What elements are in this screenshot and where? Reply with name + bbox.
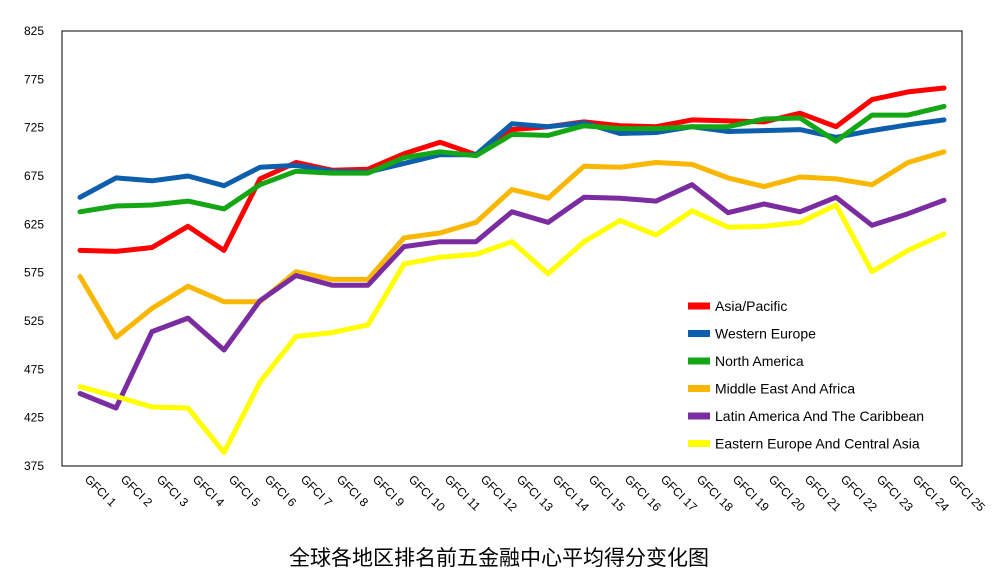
legend-label: Latin America And The Caribbean (715, 408, 924, 424)
x-tick-label: GFCI 25 (946, 472, 988, 514)
x-tick-label: GFCI 2 (118, 472, 155, 509)
line-chart: 375 425 475 525 575 625 675 725 775 825 GFCI 1 GFCI… (24, 24, 988, 514)
y-tick-label: 525 (24, 314, 44, 328)
y-tick-label: 675 (24, 169, 44, 183)
series-line-1 (77, 85, 947, 254)
y-tick-label: 575 (24, 266, 44, 280)
y-tick-label: 825 (24, 24, 44, 38)
series-line-4 (77, 149, 947, 340)
series-line-6 (77, 202, 947, 455)
x-tick-label: GFCI 9 (370, 472, 407, 509)
plot-area-border (61, 30, 963, 467)
legend-label: Western Europe (715, 326, 816, 342)
x-tick-label: GFCI 4 (190, 472, 227, 509)
x-tick-label: GFCI 13 (514, 472, 556, 514)
x-tick-label: GFCI 10 (406, 472, 448, 514)
series-line-2 (77, 117, 947, 200)
legend-label: Eastern Europe And Central Asia (715, 436, 920, 452)
x-tick-label: GFCI 15 (586, 472, 628, 514)
x-tick-label: GFCI 14 (550, 472, 592, 514)
series-line-3 (77, 103, 947, 215)
y-tick-label: 425 (24, 411, 44, 425)
legend-label: Middle East And Africa (715, 381, 855, 397)
x-tick-label: GFCI 1 (82, 472, 119, 509)
y-tick-label: 625 (24, 217, 44, 231)
y-tick-label: 475 (24, 362, 44, 376)
legend-label: North America (715, 353, 804, 369)
series-line-5 (77, 182, 947, 411)
x-tick-label: GFCI 11 (442, 472, 484, 514)
x-tick-label: GFCI 18 (694, 472, 736, 514)
x-tick-label: GFCI 20 (766, 472, 808, 514)
y-tick-label: 775 (24, 72, 44, 86)
x-tick-label: GFCI 5 (226, 472, 263, 509)
legend-label: Asia/Pacific (715, 298, 787, 314)
y-tick-label: 725 (24, 121, 44, 135)
x-tick-label: GFCI 22 (838, 472, 880, 514)
x-tick-label: GFCI 3 (154, 472, 191, 509)
x-tick-label: GFCI 7 (298, 472, 335, 509)
chart-caption: 全球各地区排名前五金融中心平均得分变化图 (289, 546, 709, 570)
x-tick-label: GFCI 16 (622, 472, 664, 514)
x-tick-label: GFCI 23 (874, 472, 916, 514)
x-tick-label: GFCI 21 (802, 472, 844, 514)
x-tick-label: GFCI 17 (658, 472, 700, 514)
x-tick-label: GFCI 6 (262, 472, 299, 509)
y-tick-label: 375 (24, 459, 44, 473)
x-tick-label: GFCI 12 (478, 472, 520, 514)
x-tick-label: GFCI 19 (730, 472, 772, 514)
x-tick-label: GFCI 8 (334, 472, 371, 509)
x-tick-label: GFCI 24 (910, 472, 952, 514)
